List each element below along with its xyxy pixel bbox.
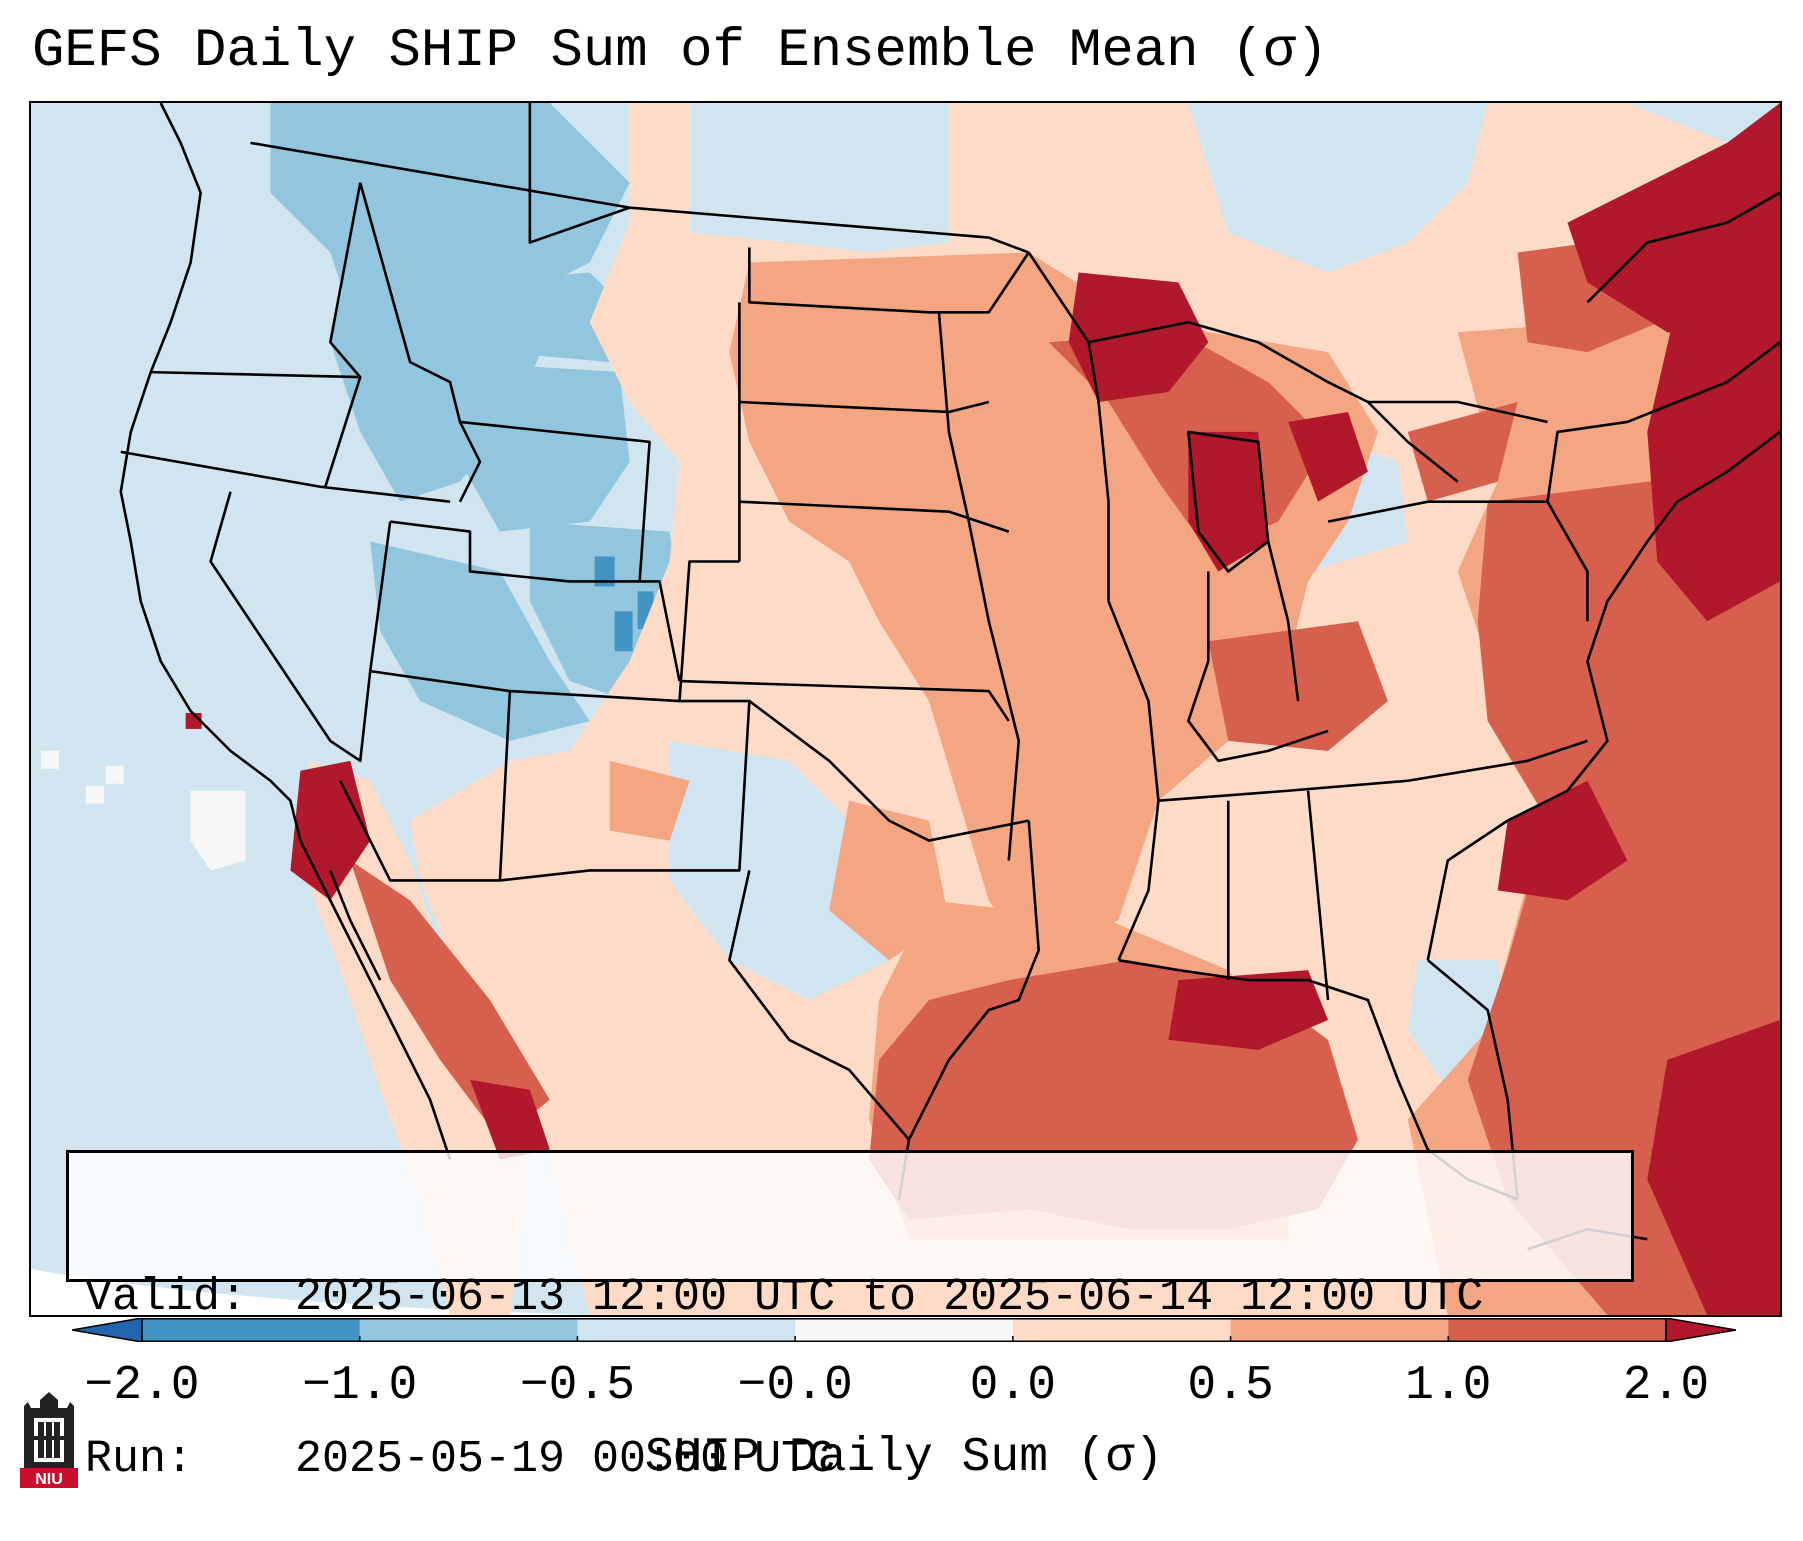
id-west-border [324,182,362,488]
rio-grande [728,870,910,1141]
mt-detail [528,103,631,244]
off-globe-area [31,1269,590,1315]
colorbar [72,1318,1736,1342]
baja-gulf-coast [329,869,382,981]
patch-tennessee-darksalmon [1208,621,1388,751]
ok-tx-border [748,699,1029,842]
al-ga-border [1306,790,1330,1001]
lake-michigan [1187,430,1270,573]
run-label: Run: [85,1434,194,1485]
patch-louisiana-red [1168,970,1329,1050]
valid-value: 2025-06-13 12:00 UTC to 2025-06-14 12:00… [295,1272,1484,1323]
arizona-border [339,669,512,882]
great-lakes-shore [1088,320,1459,483]
colorbar-tick-label: −2.0 [84,1359,200,1413]
nevada-border [209,491,392,763]
florida-east-coast [1426,959,1519,1200]
valid-row: Valid: 2025-06-13 12:00 UTC to 2025-06-14… [85,1271,1631,1325]
nd-border [748,247,1030,314]
patch-texas-lightblue [669,740,890,1001]
speckle-2 [85,785,104,804]
colorbar-bin [795,1318,1014,1342]
colorbar-extension-low [72,1318,143,1342]
patch-colorado-darkblue-2 [614,611,633,652]
colorbar-tick-label: −1.0 [302,1359,418,1413]
colorbar-bin [1448,1318,1667,1342]
patch-ontario-lightblue [1188,103,1488,273]
colorbar-bin [142,1318,361,1342]
id-east-border [358,182,482,503]
mississippi-river [1027,251,1160,961]
pacific-coastline [119,103,452,1160]
st-lawrence [1586,191,1780,304]
logo-text: NIU [35,1471,63,1488]
colorbar-bin [1012,1318,1232,1342]
patch-colorado-darkblue-1 [594,556,615,587]
map-canvas [31,103,1780,1315]
colorbar-tick-label: 2.0 [1622,1359,1710,1413]
mn-ia-mo-ar-border [937,312,1021,861]
figure-title: GEFS Daily SHIP Sum of Ensemble Mean (σ) [32,21,1329,82]
sd-ne-border [739,400,990,414]
map-panel [29,101,1782,1317]
run-row: Run: 2025-05-19 00:00 UTC [85,1433,1631,1487]
ks-ok-border [679,679,1010,722]
co-ks-border [678,560,740,702]
patch-newmexico-salmon [609,760,690,841]
colorbar-bin [1230,1318,1449,1342]
patch-michigan-red [1188,431,1269,572]
colorbar-tick-label: 0.0 [969,1359,1057,1413]
patch-canada-lightblue [689,103,949,253]
colorbar-bin [359,1318,578,1342]
niu-logo: NIU [20,1392,78,1488]
patch-ontario-darksalmon [1407,402,1518,502]
validity-info-box: Valid: 2025-06-13 12:00 UTC to 2025-06-14… [66,1150,1634,1485]
ne-ks-border [739,500,1010,533]
colorbar-bin [577,1318,796,1342]
mt-wy-border [459,420,651,582]
patch-superior-red [1068,272,1209,403]
il-in-border [1187,571,1329,763]
patch-bahamas-red [1647,1019,1780,1315]
ny-border [1546,341,1780,502]
colorbar-outline [141,1318,1667,1342]
run-value: 2025-05-19 00:00 UTC [295,1434,836,1485]
texas-border [897,820,1040,1200]
patch-sonora-darksalmon [350,860,550,1140]
colorbar-extension-high [1665,1318,1736,1342]
atlantic-coast [1426,430,1780,961]
colorbar-tick-label: −0.5 [519,1359,636,1413]
colorbar-tick-label: 0.5 [1187,1359,1274,1413]
patch-socal-red [290,760,371,901]
ut-co-border [390,520,681,682]
logo-banner [20,1468,78,1488]
patch-south-texas-salmon [829,800,949,961]
patch-gulfstlawrence-red [1567,103,1780,343]
anomaly-shading [31,103,1780,1315]
colorbar-label: SHIP Daily Sum (σ) [644,1431,1164,1485]
canada-border-west [250,141,1030,254]
colorbar-tick-label: −0.0 [737,1359,853,1413]
nm-border [499,689,751,882]
speckle-1 [40,750,59,769]
in-oh-border [1266,541,1300,702]
wa-or-border [150,370,361,379]
speckle-4 [190,790,246,871]
tn-nc-border [1158,739,1588,802]
patch-newengland-red [1647,262,1780,622]
state-boundaries [119,103,1780,1251]
patch-mexico-red [469,1079,550,1160]
patch-wyoming-blue [460,362,630,532]
valid-label: Valid: [85,1272,248,1323]
or-ca-border [120,450,451,503]
patch-utah-blue [370,541,590,741]
lake-erie-ontario [1367,400,1548,424]
speckle-3 [105,765,124,784]
colorbar-tick-label: 1.0 [1405,1359,1492,1413]
patch-huron-red [1288,411,1368,502]
